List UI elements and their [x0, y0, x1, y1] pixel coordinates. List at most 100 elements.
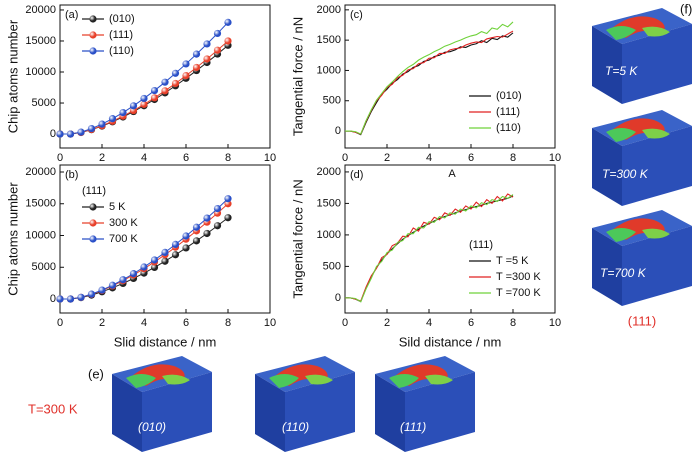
data-point [56, 130, 64, 138]
x-tick-label: 6 [468, 152, 474, 164]
data-point [224, 195, 232, 203]
legend-label: T =700 K [496, 287, 541, 299]
plot-frame [59, 4, 271, 149]
panel-label: (b) [65, 169, 78, 181]
y-tick-label: 15000 [25, 198, 56, 210]
data-point [66, 130, 75, 138]
data-point [203, 229, 211, 238]
legend-label: (010) [496, 90, 522, 102]
legend-marker [89, 203, 97, 211]
legend-label: 300 K [109, 217, 138, 229]
x-tick-label: 2 [384, 152, 390, 164]
x-tick-label: 0 [57, 152, 63, 164]
legend-label: (010) [109, 13, 135, 25]
data-point [161, 78, 169, 86]
x-tick-label: 10 [264, 152, 276, 164]
legend-label: (110) [496, 122, 521, 134]
annotation: A [448, 168, 456, 180]
y-axis-label: Chip atoms number [5, 19, 20, 133]
x-tick-label: 2 [99, 152, 105, 164]
image-label: T=700 K [600, 266, 647, 280]
data-point [140, 94, 148, 103]
x-tick-label: 4 [426, 152, 432, 164]
render-image [375, 356, 475, 452]
y-tick-label: 1000 [317, 229, 341, 241]
series-line [345, 194, 514, 303]
x-tick-label: 4 [426, 317, 432, 329]
image-label: (010) [138, 420, 166, 434]
plot-frame [344, 4, 556, 149]
y-tick-label: 2000 [317, 4, 341, 16]
series-line [345, 21, 514, 135]
render-image [112, 356, 212, 452]
legend-marker [89, 219, 97, 227]
legend-label: T =300 K [496, 271, 541, 283]
image-label: T=300 K [602, 167, 649, 181]
data-point [213, 46, 222, 54]
data-point [224, 214, 232, 222]
data-point [66, 295, 75, 303]
render-image [592, 8, 692, 104]
legend-marker [89, 31, 97, 39]
data-point [129, 270, 138, 278]
data-point [56, 295, 64, 303]
y-tick-label: 2000 [317, 166, 341, 178]
data-point [77, 293, 85, 301]
x-tick-label: 8 [225, 317, 231, 329]
data-point [192, 50, 201, 58]
data-point [213, 222, 222, 230]
panel-label: (d) [350, 169, 363, 181]
x-tick-label: 10 [549, 152, 561, 164]
x-tick-label: 4 [141, 317, 147, 329]
x-axis-label: Sild distance / nm [399, 334, 502, 349]
data-point [182, 232, 190, 240]
data-point [77, 128, 85, 136]
y-tick-label: 0 [335, 125, 341, 137]
x-tick-label: 6 [468, 317, 474, 329]
data-point [203, 40, 211, 48]
y-tick-label: 500 [323, 260, 341, 272]
data-point [140, 263, 148, 271]
y-tick-label: 1500 [317, 197, 341, 209]
y-tick-label: 0 [50, 293, 56, 305]
data-point [87, 290, 96, 298]
y-axis-label: Chip atoms number [5, 182, 20, 296]
data-point [150, 86, 159, 95]
data-point [192, 237, 201, 245]
caption: (111) [628, 313, 656, 328]
x-tick-label: 0 [342, 152, 348, 164]
data-point [150, 94, 159, 102]
data-point [161, 248, 169, 257]
series-line [60, 217, 229, 300]
data-point [171, 251, 180, 259]
data-point [213, 204, 222, 213]
data-point [224, 200, 232, 208]
data-point [161, 87, 169, 95]
data-point [213, 29, 222, 38]
image-label: (110) [282, 420, 309, 434]
y-tick-label: 1000 [317, 64, 341, 76]
series-line [345, 32, 514, 136]
data-point [182, 72, 190, 80]
legend-label: 700 K [109, 233, 138, 245]
panel-label: (e) [88, 366, 104, 381]
y-tick-label: 10000 [25, 229, 56, 241]
series-line [60, 44, 229, 135]
x-tick-label: 0 [342, 317, 348, 329]
legend-marker [89, 47, 97, 55]
y-tick-label: 10000 [25, 66, 56, 78]
data-point [192, 63, 201, 72]
y-axis-label: Tangential force / nN [290, 17, 305, 136]
legend-title: (111) [82, 185, 106, 197]
legend-label: (111) [496, 106, 520, 118]
y-tick-label: 500 [323, 95, 341, 107]
panel-label: (a) [65, 9, 78, 21]
x-tick-label: 6 [183, 317, 189, 329]
data-point [224, 37, 232, 45]
legend-title: (111) [469, 239, 493, 251]
plot-frame [59, 164, 271, 314]
plot-frame [344, 164, 556, 314]
legend-label: T =5 K [496, 255, 529, 267]
legend-marker [89, 235, 97, 243]
